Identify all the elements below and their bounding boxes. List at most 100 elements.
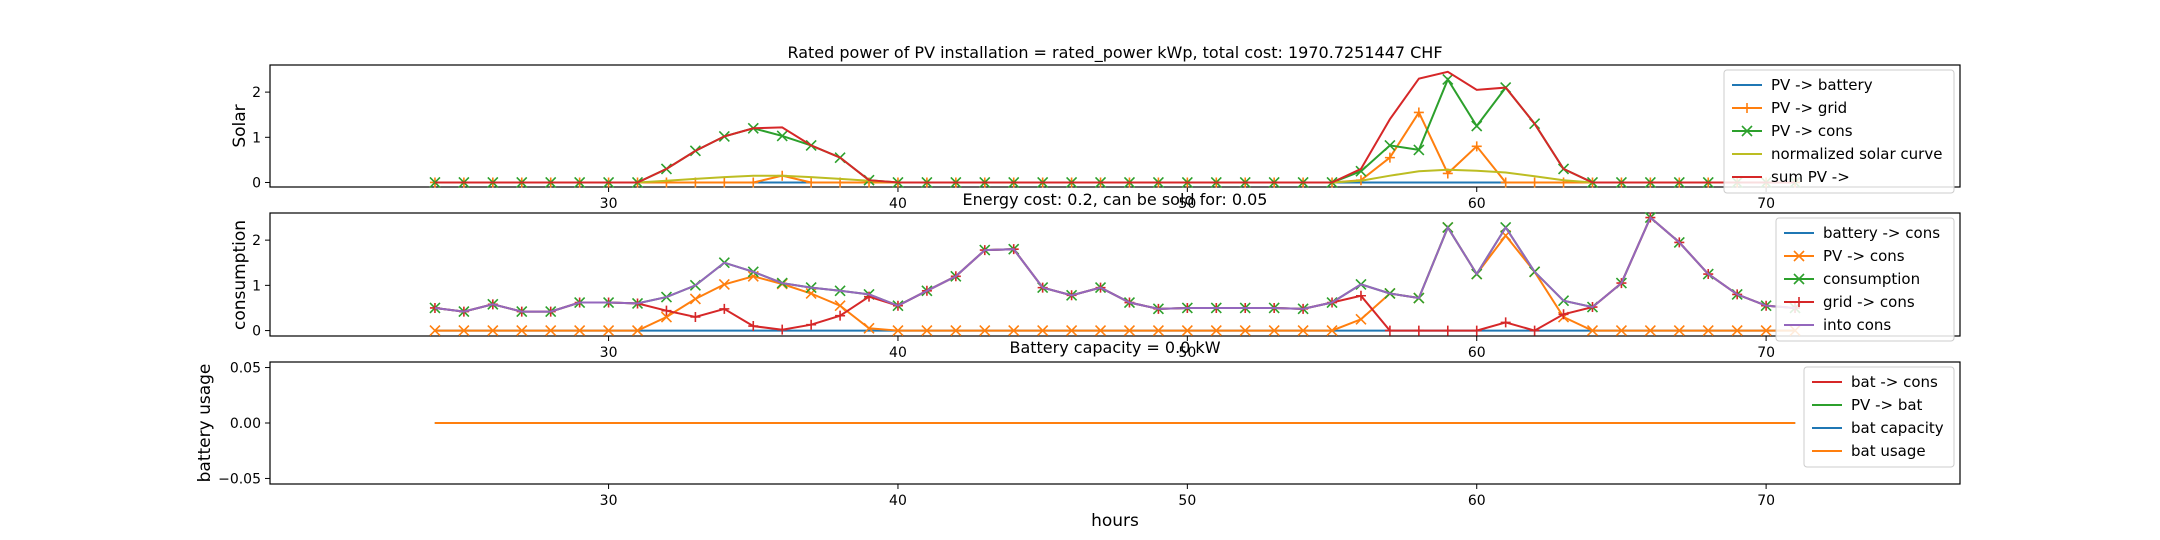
solar-point-pv-grid-32 (661, 177, 672, 188)
solar-series-pv-grid (434, 110, 1796, 184)
consumption-point-grid-cons-62 (1529, 325, 1540, 336)
consumption-point-grid-cons-58 (1413, 325, 1424, 336)
consumption-legend-label-into-cons: into cons (1823, 316, 1891, 334)
battery-y-tick-label-1: 0.00 (230, 416, 261, 432)
consumption-point-pv-cons-65 (1615, 325, 1627, 337)
consumption-point-pv-cons-26 (487, 325, 499, 337)
consumption-y-tick-label-1: 1 (252, 278, 261, 294)
battery-legend-label-pv-bat: PV -> bat (1851, 396, 1923, 414)
consumption-legend-marker-pv-cons (1793, 250, 1805, 262)
consumption-subplot-title: Energy cost: 0.2, can be sold for: 0.05 (963, 190, 1268, 209)
battery-legend-label-bat-cons: bat -> cons (1851, 373, 1938, 391)
consumption-point-pv-cons-41 (921, 325, 933, 337)
consumption-legend: battery -> cons PV -> cons consumption grid… (1775, 217, 1955, 342)
solar-x-tick-label-40: 40 (889, 196, 907, 212)
solar-legend-box (1723, 69, 1955, 194)
solar-x-tick-label-60: 60 (1468, 196, 1486, 212)
solar-legend-marker-pv-grid (1742, 103, 1752, 113)
consumption-point-pv-cons-30 (603, 325, 615, 337)
solar-point-pv-cons-57 (1384, 139, 1396, 151)
consumption-point-grid-cons-34 (719, 303, 730, 314)
consumption-point-grid-cons-57 (1384, 325, 1395, 336)
battery-legend-label-bat-capacity: bat capacity (1851, 419, 1944, 437)
consumption-point-grid-cons-38 (835, 310, 846, 321)
consumption-point-pv-cons-49 (1152, 325, 1164, 337)
consumption-point-pv-cons-48 (1123, 325, 1136, 337)
solar-subplot: Rated power of PV installation = rated_p… (230, 43, 1961, 212)
battery-legend: bat -> cons PV -> bat bat capacity bat usag… (1803, 366, 1955, 468)
consumption-legend-label-battery-cons: battery -> cons (1823, 224, 1940, 242)
consumption-point-grid-cons-33 (690, 312, 701, 323)
solar-y-tick-label-2: 2 (252, 85, 261, 101)
consumption-point-pv-cons-32 (660, 311, 673, 323)
battery-x-tick-label-30: 30 (600, 493, 618, 509)
solar-point-pv-grid-58 (1413, 107, 1424, 118)
solar-y-axis-label: Solar (230, 104, 250, 147)
solar-point-pv-grid-61 (1500, 177, 1511, 188)
consumption-point-pv-cons-53 (1268, 325, 1280, 337)
consumption-point-pv-cons-24 (429, 325, 441, 337)
solar-x-tick-label-70: 70 (1757, 196, 1775, 212)
consumption-plot-frame (269, 212, 1961, 337)
consumption-point-pv-cons-56 (1355, 313, 1367, 325)
solar-series (429, 70, 1801, 189)
consumption-x-tick-label-40: 40 (889, 345, 907, 361)
consumption-point-pv-cons-51 (1210, 325, 1222, 337)
solar-legend-label-pv-cons: PV -> cons (1771, 122, 1853, 140)
battery-y-ticks: −0.05 0.00 0.05 (218, 361, 270, 487)
battery-legend-box (1803, 366, 1955, 468)
solar-point-pv-grid-62 (1529, 177, 1540, 188)
battery-x-tick-label-60: 60 (1468, 493, 1486, 509)
consumption-point-pv-cons-50 (1181, 325, 1193, 337)
consumption-point-pv-cons-46 (1066, 325, 1078, 337)
consumption-legend-box (1775, 217, 1955, 342)
solar-plot-frame (269, 64, 1961, 188)
consumption-point-pv-cons-68 (1702, 325, 1714, 337)
consumption-point-pv-cons-43 (979, 325, 991, 337)
consumption-point-grid-cons-32 (661, 305, 672, 316)
consumption-point-pv-cons-38 (834, 300, 846, 312)
consumption-x-tick-label-60: 60 (1468, 345, 1486, 361)
consumption-x-ticks: 30 40 50 60 70 (600, 336, 1775, 361)
consumption-point-pv-cons-67 (1673, 325, 1685, 337)
consumption-point-grid-cons-56 (1355, 290, 1366, 301)
consumption-y-axis-label: consumption (230, 220, 250, 330)
consumption-series-pv-cons (434, 225, 1796, 332)
solar-point-pv-grid-35 (748, 177, 759, 188)
consumption-point-pv-cons-28 (545, 325, 557, 337)
solar-point-pv-grid-57 (1384, 152, 1395, 163)
solar-point-pv-grid-37 (806, 177, 817, 188)
solar-legend: PV -> battery PV -> grid PV -> cons normali… (1723, 69, 1955, 194)
solar-point-pv-grid-60 (1471, 141, 1482, 152)
battery-subplot-title: Battery capacity = 0.0 kW (1009, 338, 1220, 357)
consumption-point-grid-cons-60 (1471, 325, 1482, 336)
solar-x-tick-label-30: 30 (600, 196, 618, 212)
consumption-x-tick-label-70: 70 (1757, 345, 1775, 361)
consumption-point-pv-cons-52 (1239, 325, 1251, 337)
solar-y-ticks: 0 1 2 (252, 85, 270, 191)
consumption-y-tick-label-0: 0 (252, 324, 261, 340)
solar-point-pv-cons-56 (1355, 165, 1367, 177)
consumption-y-tick-label-2: 2 (252, 233, 261, 249)
consumption-series-grid-cons (434, 215, 1796, 332)
battery-x-tick-label-70: 70 (1757, 493, 1775, 509)
consumption-series-into-cons (434, 215, 1796, 313)
consumption-legend-label-pv-cons: PV -> cons (1823, 247, 1905, 265)
consumption-x-tick-label-50: 50 (1178, 345, 1196, 361)
battery-subplot: Battery capacity = 0.0 kW battery usage … (195, 338, 1961, 509)
solar-point-pv-grid-34 (719, 177, 730, 188)
consumption-point-pv-cons-44 (1008, 325, 1020, 337)
consumption-point-pv-cons-55 (1326, 325, 1338, 337)
solar-x-tick-label-50: 50 (1178, 196, 1196, 212)
consumption-point-pv-cons-66 (1644, 325, 1656, 337)
solar-legend-label-normalized-solar-curve: normalized solar curve (1771, 145, 1942, 163)
solar-legend-marker-pv-cons (1741, 125, 1753, 137)
solar-point-pv-grid-63 (1558, 177, 1569, 188)
battery-x-tick-label-40: 40 (889, 493, 907, 509)
battery-x-ticks: 30 40 50 60 70 (600, 484, 1775, 509)
consumption-point-grid-cons-59 (1442, 325, 1453, 336)
solar-series-pv-cons (434, 77, 1796, 184)
consumption-point-pv-cons-33 (689, 293, 701, 305)
consumption-point-grid-cons-37 (806, 319, 817, 330)
